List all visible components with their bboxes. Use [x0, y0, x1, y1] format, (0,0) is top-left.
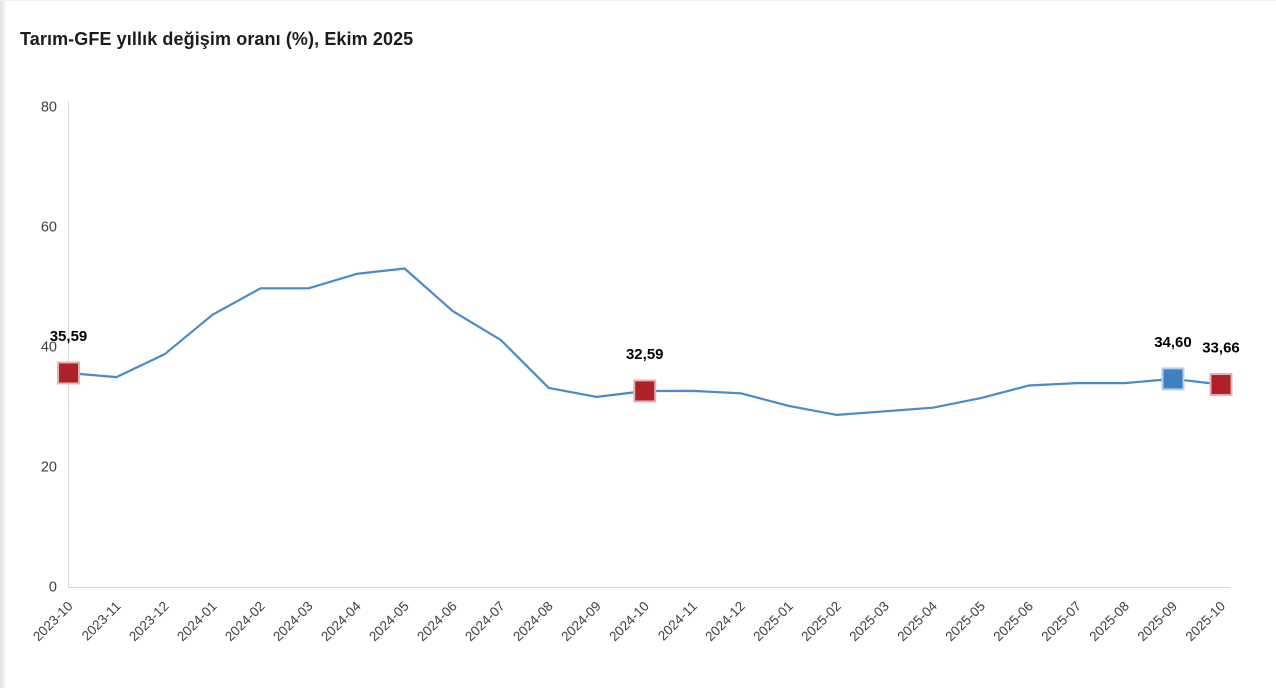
- x-tick-label: 2025-10: [1182, 599, 1228, 645]
- x-tick-label: 2024-06: [414, 599, 460, 645]
- x-tick-label: 2025-08: [1086, 599, 1132, 645]
- x-tick-label: 2025-05: [942, 599, 988, 645]
- data-point-marker-2024-10[interactable]: [633, 379, 657, 403]
- x-tick-label: 2025-03: [846, 599, 892, 645]
- chart-title: Tarım-GFE yıllık değişim oranı (%), Ekim…: [20, 29, 414, 50]
- data-point-label-2023-10: 35,59: [50, 328, 88, 345]
- x-tick-label: 2024-08: [510, 599, 556, 645]
- x-tick-label: 2024-01: [174, 599, 220, 645]
- y-tick-label: 0: [49, 580, 57, 596]
- x-tick-label: 2025-09: [1134, 599, 1180, 645]
- x-tick-label: 2025-07: [1038, 599, 1084, 645]
- x-tick-label: 2023-10: [30, 599, 76, 645]
- x-tick-label: 2024-09: [558, 599, 604, 645]
- data-point-marker-2025-09[interactable]: [1161, 367, 1185, 391]
- data-point-label-2025-09: 34,60: [1154, 334, 1192, 351]
- x-tick-label: 2024-11: [655, 599, 700, 644]
- y-tick-label: 60: [41, 220, 57, 236]
- x-tick-label: 2024-02: [222, 599, 268, 645]
- x-tick-label: 2024-04: [318, 598, 364, 644]
- y-tick-label: 80: [41, 100, 57, 116]
- x-tick-label: 2023-11: [79, 599, 124, 644]
- x-tick-label: 2024-10: [606, 599, 652, 645]
- x-tick-label: 2025-01: [750, 599, 796, 645]
- data-point-label-2025-10: 33,66: [1202, 340, 1240, 357]
- y-tick-label: 20: [41, 460, 57, 476]
- x-tick-label: 2024-07: [462, 599, 508, 645]
- x-tick-label: 2024-12: [702, 599, 748, 645]
- x-tick-label: 2024-03: [270, 599, 316, 645]
- x-tick-label: 2025-02: [798, 599, 844, 645]
- data-point-label-2024-10: 32,59: [626, 346, 664, 363]
- x-tick-label: 2023-12: [126, 599, 172, 645]
- x-tick-label: 2024-05: [366, 599, 412, 645]
- x-tick-label: 2025-04: [894, 598, 940, 644]
- data-point-marker-2025-10[interactable]: [1209, 373, 1233, 397]
- data-point-marker-2023-10[interactable]: [57, 361, 80, 385]
- x-tick-label: 2025-06: [990, 599, 1036, 645]
- y-tick-label: 40: [41, 340, 57, 356]
